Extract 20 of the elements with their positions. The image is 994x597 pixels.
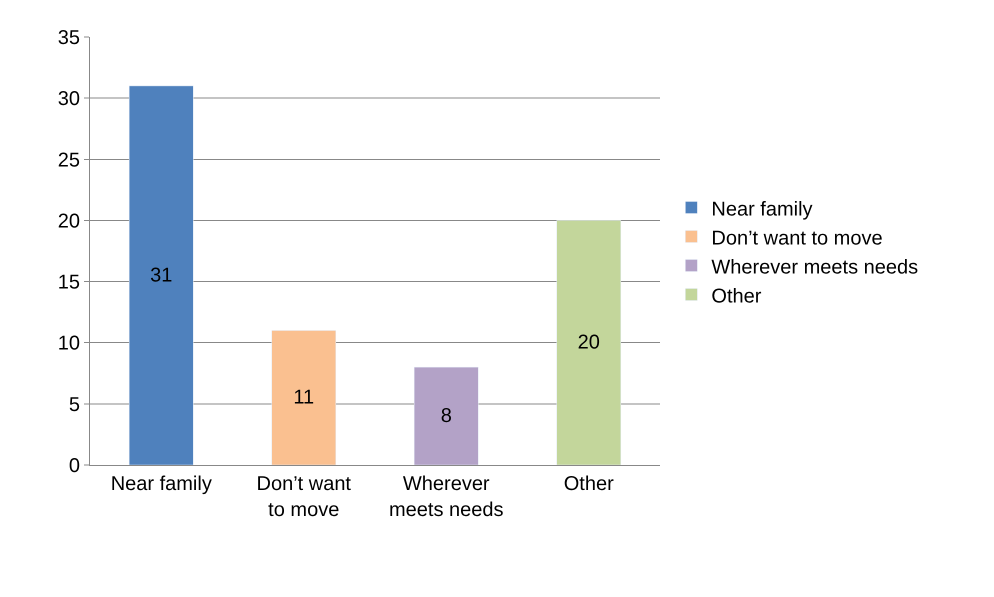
y-tick-label: 25 [58,149,80,172]
data-label: 31 [150,264,172,286]
x-tick-label: Wherever meets needs [388,473,504,521]
y-tick-label: 35 [58,27,80,49]
data-label: 11 [293,386,314,409]
legend-label: Near family [711,198,813,220]
y-tick-label: 5 [68,394,80,416]
x-tick-label: Don’t want to move [256,473,352,521]
y-tick-label: 0 [68,455,80,477]
y-tick-label: 20 [58,210,80,232]
y-tick-label: 30 [58,88,80,110]
x-tick-label: Other [564,473,614,495]
legend-label: Wherever meets needs [711,256,918,278]
legend-label: Don’t want to move [711,227,883,250]
y-tick-label: 10 [58,332,80,355]
x-tick-label: Near family [110,473,212,495]
legend-label: Other [711,285,762,308]
data-label: 8 [440,405,452,428]
y-tick-label: 15 [58,272,80,294]
data-label: 20 [578,332,600,354]
